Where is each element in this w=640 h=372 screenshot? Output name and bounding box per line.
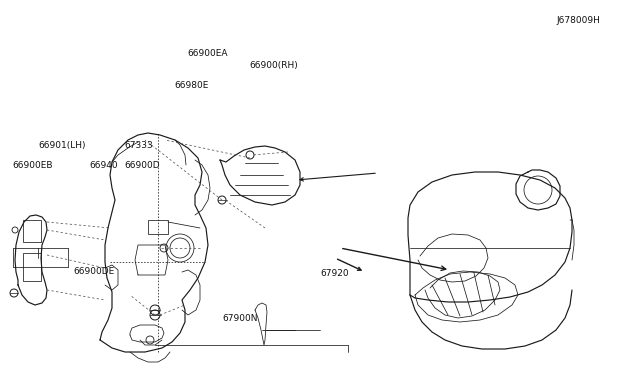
Text: 66900(RH): 66900(RH) <box>250 61 298 70</box>
Bar <box>23 253 41 281</box>
Text: J678009H: J678009H <box>557 16 601 25</box>
Text: 67333: 67333 <box>125 141 154 150</box>
Text: 67920: 67920 <box>320 269 349 278</box>
Text: 66901(LH): 66901(LH) <box>38 141 86 150</box>
Text: 66980E: 66980E <box>175 81 209 90</box>
Text: 67900N: 67900N <box>223 314 258 323</box>
Text: 66900EA: 66900EA <box>188 49 228 58</box>
Text: 66940: 66940 <box>90 161 118 170</box>
Bar <box>148 220 168 234</box>
Text: 66900D: 66900D <box>125 161 161 170</box>
Text: 66900EB: 66900EB <box>13 161 53 170</box>
Bar <box>23 220 41 242</box>
Text: 66900DE: 66900DE <box>74 267 115 276</box>
